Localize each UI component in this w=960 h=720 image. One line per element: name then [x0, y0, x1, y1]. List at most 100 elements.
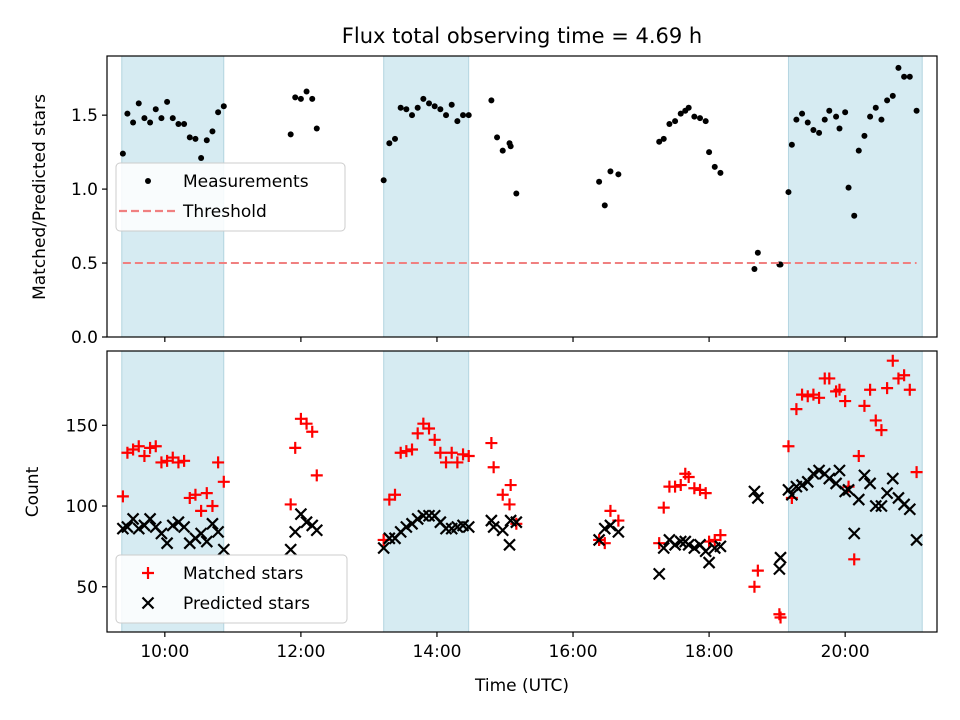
- data-point: [192, 135, 199, 142]
- data-point: [714, 540, 727, 553]
- data-point: [510, 515, 523, 529]
- y-tick-label: 1.0: [71, 180, 98, 200]
- data-point: [155, 527, 168, 540]
- data-point: [697, 115, 704, 122]
- data-point: [910, 533, 923, 547]
- data-point: [867, 113, 874, 120]
- data-point: [881, 382, 894, 395]
- data-point: [400, 520, 413, 534]
- data-point: [194, 527, 208, 540]
- data-point: [426, 100, 433, 107]
- data-point: [858, 469, 871, 482]
- data-point: [411, 512, 424, 526]
- data-point: [186, 134, 193, 141]
- data-point: [144, 441, 157, 454]
- data-point: [119, 150, 126, 157]
- data-point: [392, 135, 399, 142]
- legend-label: Threshold: [182, 202, 267, 222]
- data-point: [751, 491, 765, 505]
- data-point: [200, 535, 214, 548]
- data-point: [795, 478, 809, 492]
- data-point: [668, 538, 682, 552]
- data-point: [833, 113, 840, 120]
- data-point: [138, 449, 151, 462]
- data-point: [869, 414, 882, 427]
- data-point: [699, 487, 712, 500]
- data-point: [810, 126, 817, 133]
- data-point: [513, 190, 520, 197]
- data-point: [861, 132, 868, 139]
- data-point: [488, 97, 495, 104]
- data-point: [615, 171, 622, 178]
- data-point: [284, 498, 297, 511]
- data-point: [706, 149, 713, 156]
- data-point: [657, 501, 670, 514]
- data-point: [212, 456, 225, 469]
- data-point: [886, 472, 900, 485]
- bottom-y-axis-label: Count: [23, 466, 43, 517]
- data-point: [130, 119, 137, 126]
- data-point: [132, 522, 146, 535]
- data-point: [812, 464, 826, 477]
- data-point: [287, 131, 294, 138]
- axes-frame: [106, 350, 938, 633]
- data-point: [294, 507, 308, 521]
- x-tick-label: 20:00: [821, 642, 870, 662]
- data-point: [872, 104, 879, 111]
- x-tick-label: 10:00: [140, 642, 189, 662]
- data-point: [303, 88, 310, 95]
- data-point: [592, 533, 606, 547]
- data-point: [422, 509, 436, 523]
- data-point: [910, 466, 923, 479]
- data-point: [703, 535, 716, 548]
- data-point: [833, 464, 846, 477]
- data-point: [503, 538, 516, 552]
- data-point: [487, 520, 500, 534]
- data-point: [181, 121, 188, 128]
- data-point: [394, 446, 407, 459]
- data-point: [189, 488, 202, 501]
- data-point: [674, 479, 687, 492]
- data-point: [420, 95, 427, 102]
- data-point: [702, 556, 716, 569]
- data-point: [878, 116, 885, 123]
- x-axis-label: Time (UTC): [474, 676, 569, 696]
- data-point: [691, 113, 698, 120]
- shaded-interval: [383, 350, 470, 633]
- data-point: [823, 472, 836, 485]
- data-point: [289, 441, 302, 454]
- data-point: [851, 212, 858, 219]
- data-point: [462, 520, 475, 534]
- data-point: [895, 64, 902, 71]
- data-point: [826, 107, 833, 114]
- data-point: [406, 443, 419, 456]
- data-point: [838, 485, 852, 498]
- data-point: [607, 168, 614, 175]
- data-point: [612, 525, 625, 539]
- data-point: [496, 488, 509, 501]
- shaded-interval: [787, 350, 923, 633]
- legend-marker: [142, 567, 154, 579]
- data-point: [688, 482, 701, 495]
- data-point: [875, 424, 888, 437]
- legend-marker: [145, 178, 151, 184]
- data-point: [864, 383, 877, 396]
- chart-title: Flux total observing time = 4.69 h: [342, 24, 702, 48]
- data-point: [288, 525, 302, 539]
- data-point: [158, 115, 165, 122]
- data-point: [457, 448, 470, 461]
- data-point: [677, 110, 684, 117]
- data-point: [785, 488, 799, 502]
- data-point: [141, 115, 148, 122]
- data-point: [823, 372, 836, 385]
- data-point: [816, 129, 823, 136]
- data-point: [886, 354, 899, 367]
- data-point: [799, 110, 806, 117]
- data-point: [510, 517, 523, 530]
- data-point: [785, 189, 792, 196]
- data-point: [682, 470, 695, 483]
- data-point: [209, 128, 216, 135]
- data-point: [397, 104, 404, 111]
- data-point: [220, 103, 227, 110]
- legend-marker: [141, 596, 155, 610]
